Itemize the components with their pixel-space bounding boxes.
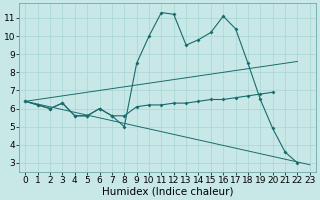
X-axis label: Humidex (Indice chaleur): Humidex (Indice chaleur) xyxy=(102,187,233,197)
